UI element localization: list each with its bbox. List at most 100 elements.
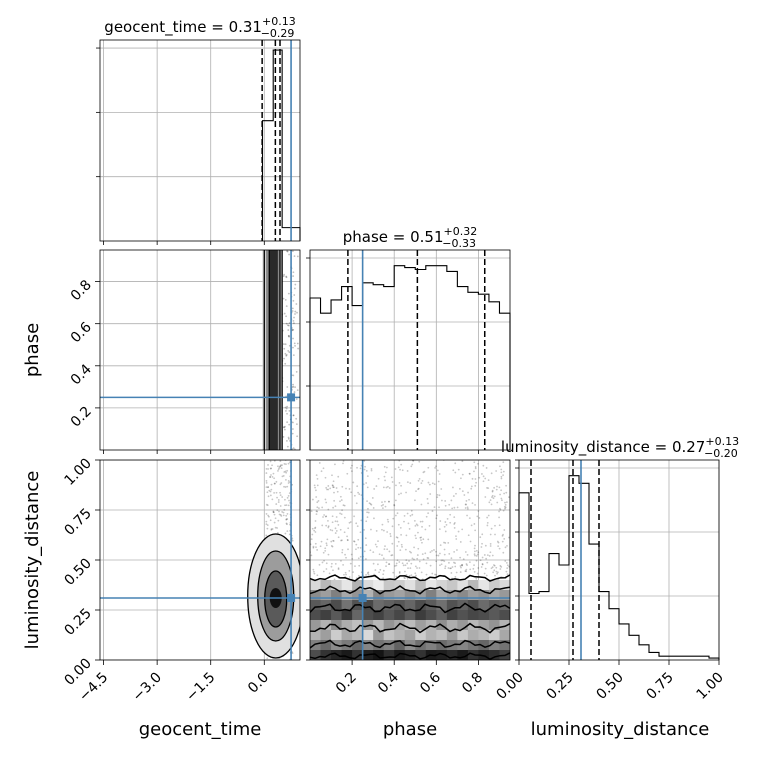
sample-point	[459, 571, 462, 573]
sample-point	[285, 322, 288, 325]
sample-point	[370, 469, 373, 472]
sample-point	[355, 522, 358, 525]
density-cell	[446, 610, 458, 621]
sample-point	[375, 545, 378, 548]
sample-point	[416, 567, 418, 569]
sample-point	[410, 509, 413, 512]
sample-point	[370, 468, 373, 470]
sample-point	[352, 481, 355, 484]
sample-point	[311, 533, 314, 536]
sample-point	[450, 567, 452, 570]
sample-point	[422, 558, 425, 561]
sample-point	[322, 516, 324, 518]
sample-point	[395, 536, 398, 539]
sample-point	[291, 328, 294, 331]
sample-point	[279, 491, 281, 494]
sample-point	[461, 460, 464, 463]
density-cell	[488, 580, 500, 591]
density-cell	[373, 590, 385, 601]
sample-point	[398, 481, 401, 484]
sample-point	[499, 493, 501, 496]
density-cell	[457, 610, 469, 621]
sample-point	[389, 535, 392, 538]
sample-point	[325, 568, 328, 570]
sample-point	[399, 527, 402, 529]
sample-point	[381, 501, 383, 504]
sample-point	[375, 485, 378, 487]
sample-point	[292, 329, 295, 331]
sample-point	[341, 548, 344, 551]
sample-point	[396, 536, 399, 539]
sample-point	[410, 574, 413, 576]
density-cell	[320, 610, 332, 621]
sample-point	[321, 561, 324, 564]
sample-point	[314, 526, 317, 529]
sample-point	[265, 468, 268, 470]
sample-point	[418, 560, 421, 563]
sample-point	[486, 516, 489, 519]
sample-point	[421, 553, 424, 556]
sample-point	[444, 565, 447, 568]
sample-point	[286, 512, 289, 515]
sample-point	[286, 421, 289, 424]
sample-point	[265, 534, 268, 537]
density-cell	[478, 640, 490, 651]
sample-point	[378, 571, 380, 574]
sample-point	[420, 539, 422, 541]
sample-point	[502, 533, 504, 536]
sample-point	[333, 491, 335, 494]
density-cell	[383, 600, 395, 611]
sample-point	[283, 312, 286, 315]
density-cell	[478, 590, 490, 601]
sample-point	[359, 546, 362, 549]
sample-point	[454, 471, 457, 474]
sample-point	[321, 506, 324, 509]
sample-point	[427, 538, 430, 541]
y-axis-label-luminosity-distance: luminosity_distance	[22, 471, 43, 650]
density-cell	[404, 610, 416, 621]
sample-point	[334, 532, 337, 534]
sample-point	[286, 324, 289, 327]
sample-point	[350, 467, 352, 469]
hist-panel-phase	[309, 249, 511, 451]
sample-point	[265, 503, 268, 506]
sample-point	[345, 573, 347, 576]
sample-point	[342, 462, 344, 465]
sample-point	[276, 509, 279, 512]
sample-point	[401, 562, 404, 565]
sample-point	[391, 525, 394, 528]
sample-point	[281, 510, 284, 513]
sample-point	[436, 469, 439, 472]
sample-point	[285, 514, 288, 517]
sample-point	[283, 426, 286, 429]
sample-point	[408, 560, 410, 562]
sample-point	[428, 483, 431, 486]
sample-point	[489, 499, 492, 502]
panel-border	[309, 249, 511, 451]
sample-point	[395, 575, 398, 578]
sample-point	[340, 499, 343, 501]
sample-point	[367, 571, 370, 574]
sample-point	[267, 464, 269, 466]
sample-point	[468, 517, 471, 520]
sample-point	[286, 386, 289, 388]
sample-point	[494, 533, 496, 536]
sample-point	[427, 466, 430, 469]
sample-point	[281, 464, 283, 467]
sample-point	[366, 516, 369, 519]
sample-point	[346, 535, 348, 538]
sample-point	[405, 534, 408, 537]
sample-point	[269, 460, 272, 463]
sample-point	[475, 549, 478, 552]
sample-point	[340, 539, 342, 542]
sample-point	[481, 563, 484, 565]
sample-point	[464, 503, 467, 506]
sample-point	[288, 351, 291, 354]
sample-point	[355, 548, 357, 551]
sample-point	[277, 519, 280, 522]
sample-point	[381, 523, 384, 526]
sample-point	[491, 489, 494, 492]
sample-point	[438, 473, 441, 475]
sample-point	[333, 499, 336, 502]
panel-geocent-time-vs-phase	[99, 249, 301, 451]
